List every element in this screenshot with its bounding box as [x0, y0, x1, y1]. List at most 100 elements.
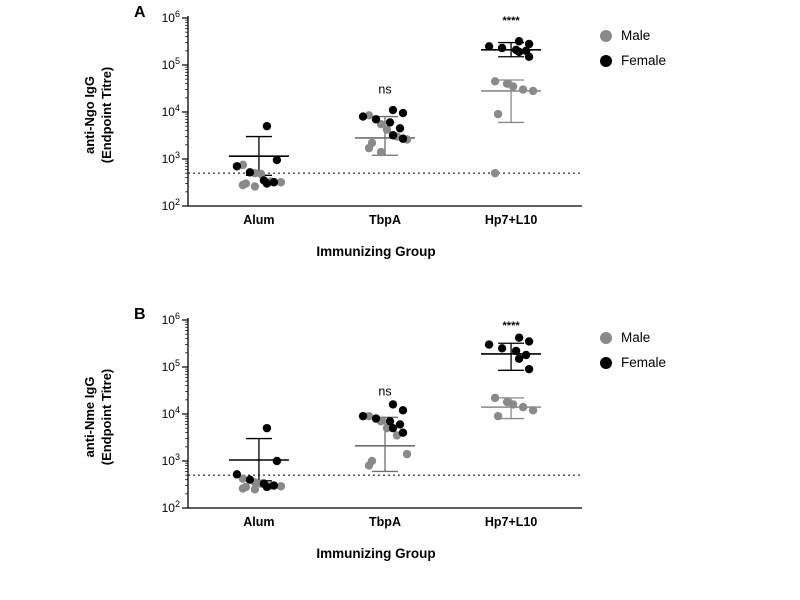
data-point-female	[521, 350, 531, 360]
data-point-male	[382, 125, 392, 134]
x-category-label: TbpA	[369, 515, 401, 529]
data-point-female	[371, 414, 381, 423]
data-point-female	[388, 400, 398, 409]
data-point-female	[484, 340, 494, 349]
plot-area-a: 102 103 104 105 106 Alum TbpA Hp7+L10 ns ****	[162, 9, 582, 227]
data-point-male	[508, 400, 518, 409]
y-axis-title-a-line1: anti-Ngo IgG	[82, 76, 97, 154]
data-point-female	[388, 423, 398, 433]
y-axis-title-b-line1: anti-Nme IgG	[82, 376, 97, 458]
y-axis-title-a: anti-Ngo IgG (Endpoint Titre)	[82, 15, 118, 215]
y-tick-label: 103	[162, 150, 180, 166]
panel-a: A anti-Ngo IgG (Endpoint Titre) 102 103 10…	[0, 4, 800, 304]
legend-b: Male Female	[600, 330, 666, 380]
y-tick-label: 103	[162, 452, 180, 468]
data-point-female	[524, 337, 534, 346]
legend-label-female: Female	[621, 355, 667, 370]
legend-a: Male Female	[600, 28, 666, 78]
data-point-female	[385, 417, 395, 426]
y-axis-title-a-line2: (Endpoint Titre)	[98, 66, 114, 164]
legend-label-male: Male	[621, 28, 651, 43]
data-point-female	[497, 43, 507, 53]
data-point-female	[269, 178, 279, 187]
legend-item-male: Male	[600, 330, 666, 345]
data-point-female	[262, 121, 272, 131]
data-point-male	[493, 109, 503, 119]
data-point-female	[398, 108, 408, 118]
data-point-female	[272, 155, 282, 165]
y-tick-label: 106	[162, 9, 180, 25]
data-point-female	[269, 481, 279, 490]
data-point-female	[524, 39, 534, 49]
x-category-label: Alum	[243, 515, 274, 529]
data-point-female	[514, 354, 524, 363]
panel-a-label: A	[134, 4, 146, 21]
data-point-male	[276, 178, 286, 187]
x-category-label: TbpA	[369, 213, 401, 227]
data-point-female	[262, 482, 272, 492]
data-point-male	[256, 169, 266, 179]
data-point-female	[524, 52, 534, 61]
data-point-male	[238, 484, 248, 493]
data-point-male	[238, 180, 248, 190]
x-axis-title-a: Immunizing Group	[316, 244, 436, 259]
y-tick-label: 105	[162, 358, 180, 374]
data-point-female	[514, 37, 524, 46]
data-point-female	[514, 47, 524, 57]
data-point-female	[245, 475, 255, 484]
panel-b-label: B	[134, 306, 146, 323]
male-marker-icon	[600, 331, 612, 344]
data-point-female	[232, 162, 242, 171]
y-axis-title-b-line2: (Endpoint Titre)	[98, 368, 114, 466]
data-point-female	[245, 168, 255, 177]
significance-label: ns	[378, 384, 391, 398]
data-point-female	[358, 112, 368, 121]
data-point-female	[395, 124, 405, 133]
data-point-female	[395, 420, 405, 429]
data-point-male	[250, 485, 260, 494]
data-point-female	[511, 346, 521, 356]
data-point-female	[358, 411, 368, 421]
data-point-female	[388, 105, 398, 115]
x-category-label: Alum	[243, 213, 274, 227]
panel-b: B anti-Nme IgG (Endpoint Titre) 102 103 10…	[0, 306, 800, 600]
legend-item-female: Female	[600, 355, 666, 370]
data-point-female	[272, 456, 282, 466]
data-point-male	[528, 406, 538, 415]
data-point-male	[490, 168, 500, 178]
data-point-female	[398, 428, 408, 437]
data-point-male	[490, 77, 500, 86]
data-point-male	[238, 474, 248, 483]
female-marker-icon	[600, 356, 612, 369]
legend-label-male: Male	[621, 330, 651, 345]
data-point-male	[364, 461, 374, 470]
legend-item-female: Female	[600, 53, 666, 68]
y-axis-title-b: anti-Nme IgG (Endpoint Titre)	[82, 317, 118, 517]
data-point-male	[364, 143, 374, 153]
data-point-female	[262, 423, 272, 433]
significance-label: ****	[503, 320, 521, 332]
y-tick-label: 104	[162, 103, 180, 119]
y-tick-label: 104	[162, 405, 180, 421]
data-point-female	[524, 364, 534, 374]
female-marker-icon	[600, 54, 612, 67]
y-tick-label: 106	[162, 311, 180, 327]
x-category-label: Hp7+L10	[485, 213, 538, 227]
data-point-female	[514, 333, 524, 342]
data-point-female	[232, 470, 242, 479]
data-point-male	[508, 82, 518, 91]
data-point-female	[371, 115, 381, 124]
data-point-female	[398, 134, 408, 143]
data-point-male	[402, 449, 412, 459]
data-point-male	[518, 85, 528, 94]
plot-area-b: 102 103 104 105 106 Alum TbpA Hp7+L10 ns ****	[162, 311, 582, 529]
data-point-female	[497, 344, 507, 353]
x-category-label: Hp7+L10	[485, 515, 538, 529]
data-point-male	[276, 482, 286, 491]
y-tick-label: 102	[162, 197, 180, 213]
data-point-female	[398, 406, 408, 415]
data-point-female	[262, 179, 272, 188]
significance-label: ns	[378, 82, 391, 96]
x-axis-title-b: Immunizing Group	[316, 546, 436, 561]
data-point-female	[385, 118, 395, 127]
